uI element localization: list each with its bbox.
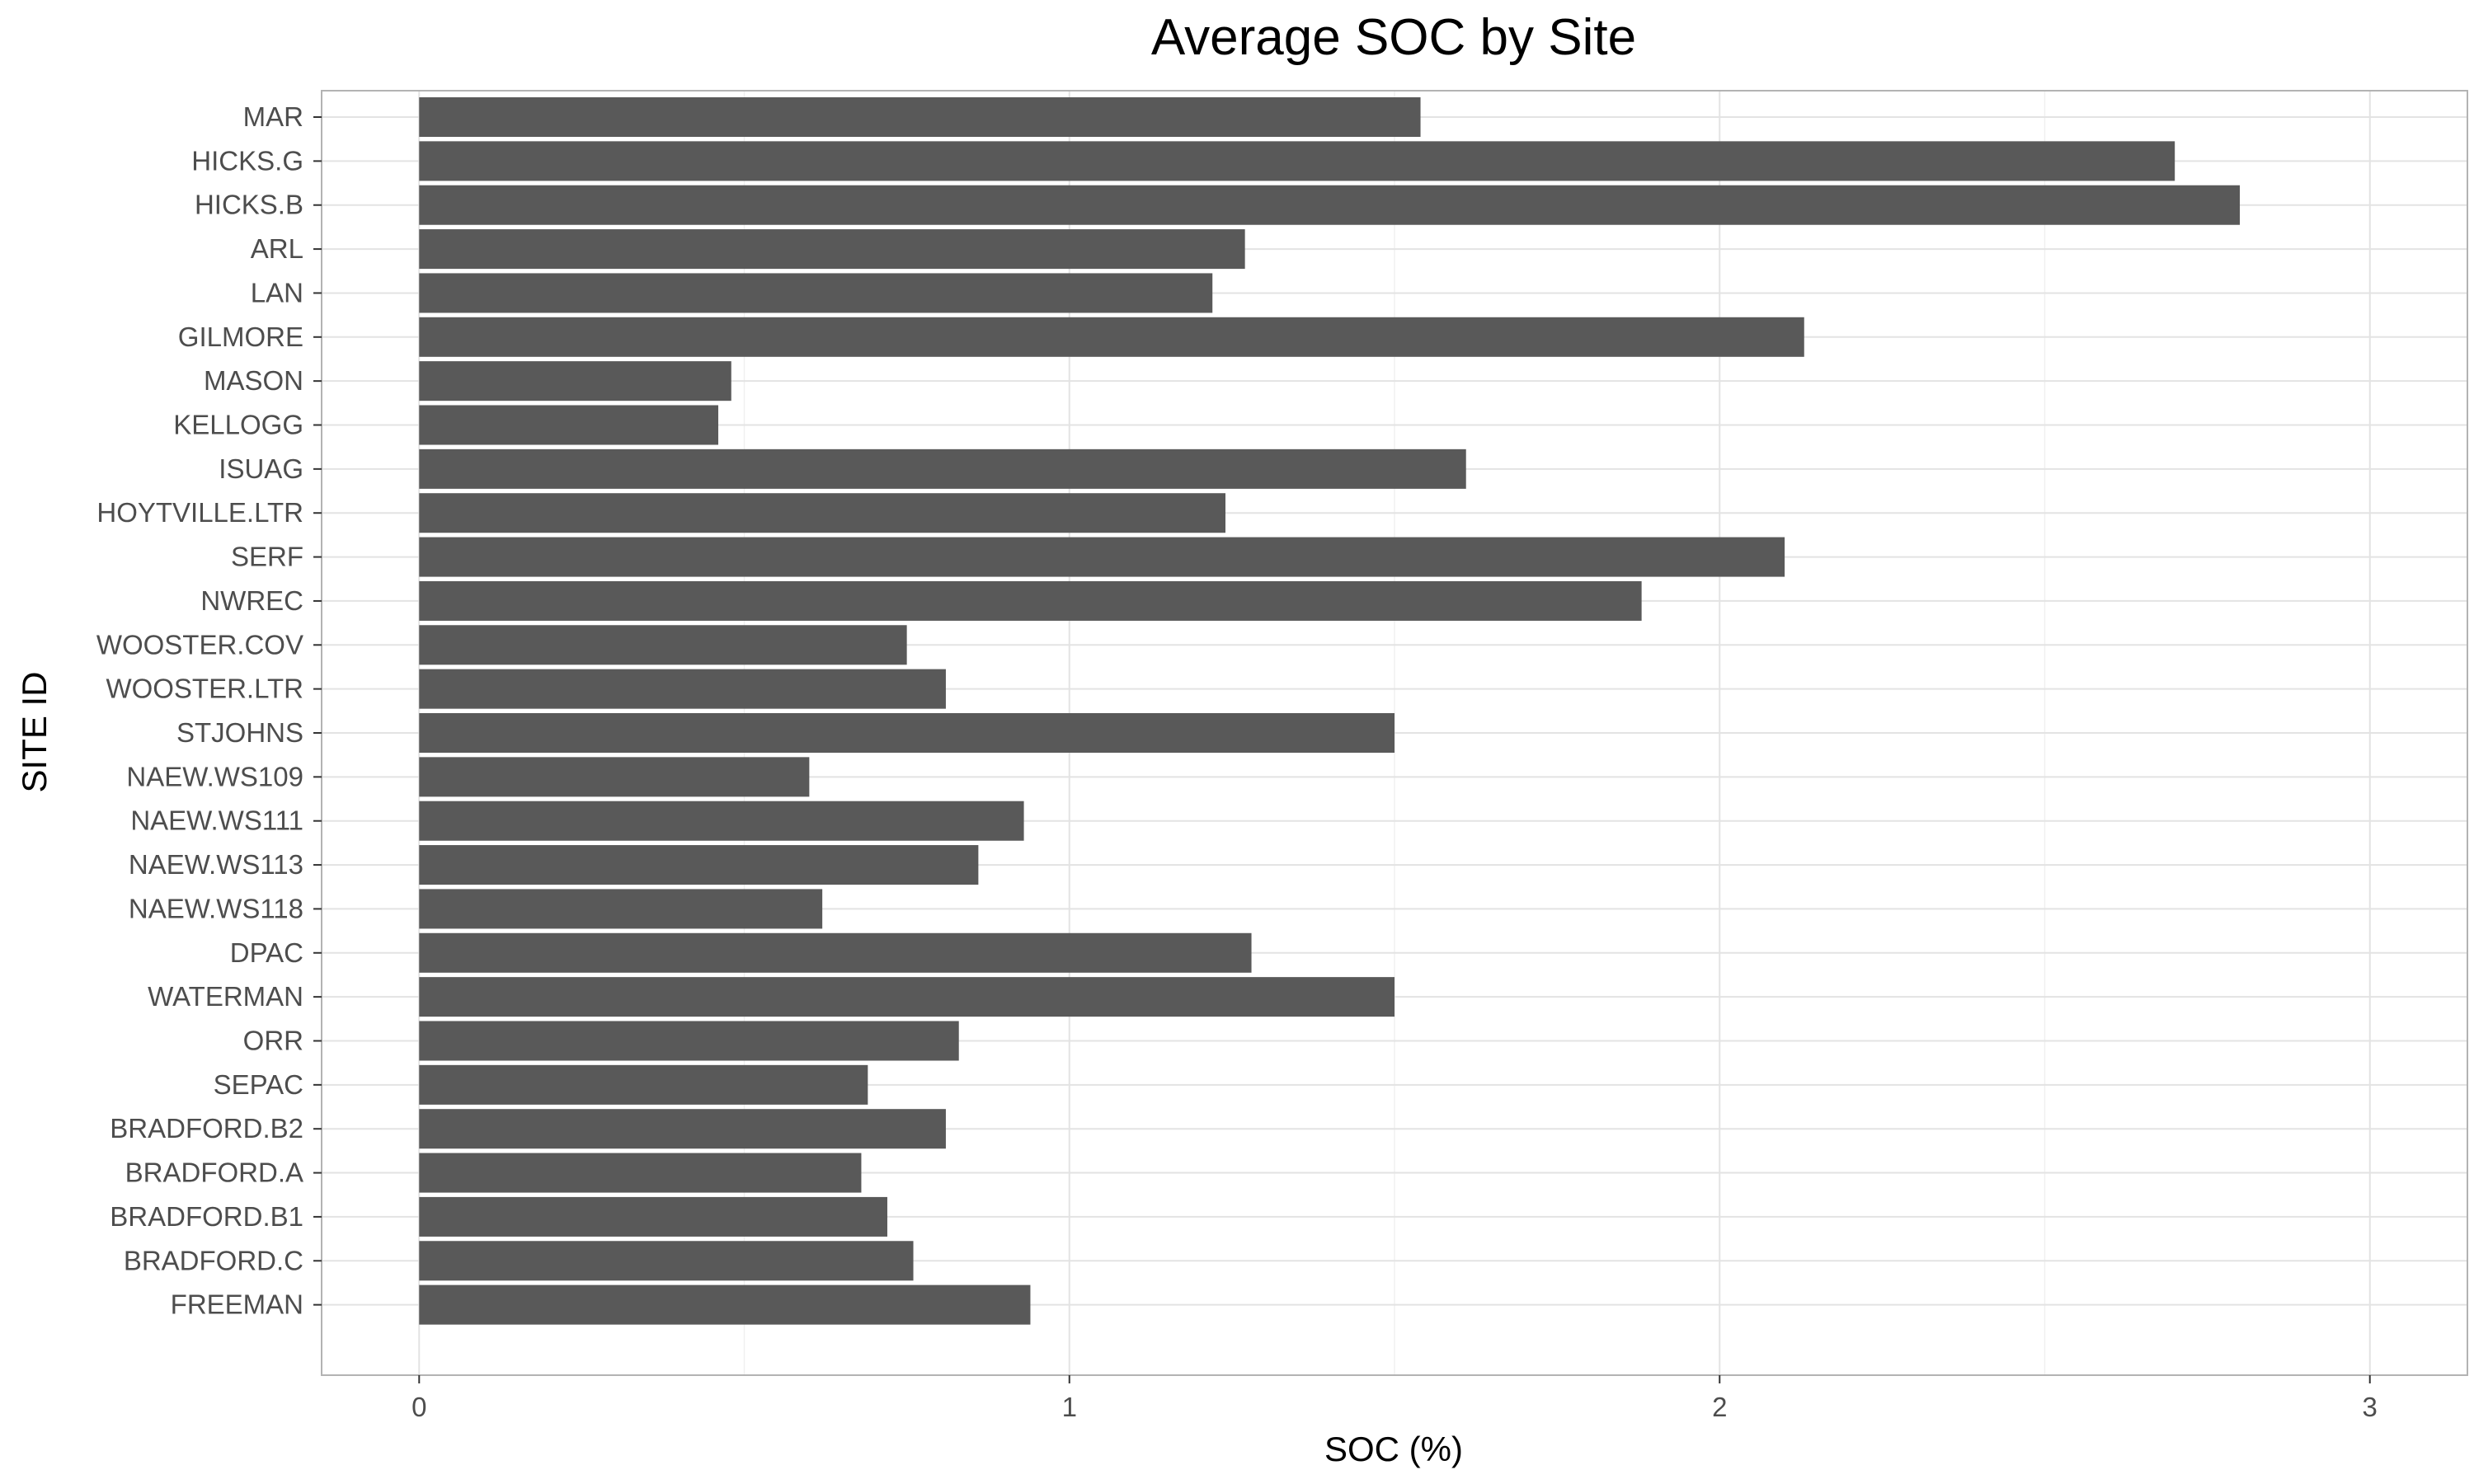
bar-dpac xyxy=(419,932,1252,973)
x-tick-label: 3 xyxy=(2363,1392,2378,1422)
chart-title: Average SOC by Site xyxy=(1151,9,1636,66)
y-tick-label: ARL xyxy=(251,233,303,264)
x-axis-title: SOC (%) xyxy=(1324,1430,1463,1468)
y-tick-label: BRADFORD.C xyxy=(124,1245,303,1275)
bar-kellogg xyxy=(419,405,718,445)
bar-stjohns xyxy=(419,712,1395,754)
y-tick-label: BRADFORD.B2 xyxy=(110,1113,303,1144)
x-tick-labels: 0 1 2 3 xyxy=(412,1375,2378,1422)
bar-bradford-c xyxy=(419,1241,914,1281)
y-tick-label: BRADFORD.B1 xyxy=(110,1201,303,1232)
y-tick-label: WOOSTER.LTR xyxy=(106,674,303,704)
y-tick-label: FREEMAN xyxy=(171,1289,303,1320)
y-tick-label: WATERMAN xyxy=(148,981,303,1012)
y-tick-label: HICKS.B xyxy=(195,190,303,220)
x-tick-label: 1 xyxy=(1062,1392,1077,1422)
bar-bradford-a xyxy=(419,1153,862,1193)
y-tick-label: BRADFORD.A xyxy=(125,1158,303,1188)
y-tick-label: SERF xyxy=(231,542,303,572)
y-tick-labels: MAR HICKS.G HICKS.B ARL LAN GILMORE MASON KELLO… xyxy=(96,101,322,1320)
bar-wooster-ltr xyxy=(419,669,946,709)
y-tick-label: NAEW.WS111 xyxy=(130,805,303,836)
y-tick-label: SEPAC xyxy=(214,1069,303,1100)
bar-hicks-b xyxy=(419,185,2241,225)
bar-bradford-b1 xyxy=(419,1196,887,1237)
bar-mason xyxy=(419,361,731,402)
bar-hicks-g xyxy=(419,141,2175,181)
y-tick-label: ISUAG xyxy=(219,453,303,484)
bar-nwrec xyxy=(419,580,1642,621)
y-tick-label: DPAC xyxy=(230,937,303,968)
bar-bradford-b2 xyxy=(419,1109,946,1149)
y-tick-label: WOOSTER.COV xyxy=(96,629,303,660)
y-tick-label: KELLOGG xyxy=(173,410,303,440)
y-tick-label: NAEW.WS118 xyxy=(129,893,303,923)
bar-naew-ws118 xyxy=(419,889,823,929)
y-tick-label: GILMORE xyxy=(178,322,303,352)
y-tick-label: LAN xyxy=(251,277,303,308)
bar-serf xyxy=(419,537,1785,577)
bar-naew-ws113 xyxy=(419,845,979,885)
y-tick-label: MAR xyxy=(243,101,303,132)
bar-orr xyxy=(419,1021,959,1061)
bar-sepac xyxy=(419,1064,868,1105)
y-tick-label: ORR xyxy=(243,1025,303,1055)
y-tick-label: MASON xyxy=(204,365,303,396)
bar-isuag xyxy=(419,448,1466,489)
bar-waterman xyxy=(419,977,1395,1017)
y-tick-label: HICKS.G xyxy=(191,145,303,176)
y-tick-label: HOYTVILLE.LTR xyxy=(96,497,303,528)
x-tick-label: 0 xyxy=(412,1392,426,1422)
bar-mar xyxy=(419,97,1421,138)
bar-hoytville-ltr xyxy=(419,493,1225,533)
y-tick-label: NAEW.WS113 xyxy=(129,849,303,880)
bars xyxy=(419,97,2241,1325)
y-tick-label: NWREC xyxy=(200,585,303,616)
bar-lan xyxy=(419,273,1213,313)
bar-wooster-cov xyxy=(419,625,907,665)
bar-naew-ws109 xyxy=(419,757,810,797)
bar-arl xyxy=(419,229,1245,270)
y-tick-label: NAEW.WS109 xyxy=(126,761,303,791)
bar-naew-ws111 xyxy=(419,801,1024,841)
bar-freeman xyxy=(419,1284,1031,1325)
y-tick-label: STJOHNS xyxy=(176,717,303,748)
y-axis-title: SITE ID xyxy=(15,671,54,792)
bar-gilmore xyxy=(419,317,1804,357)
x-tick-label: 2 xyxy=(1712,1392,1727,1422)
